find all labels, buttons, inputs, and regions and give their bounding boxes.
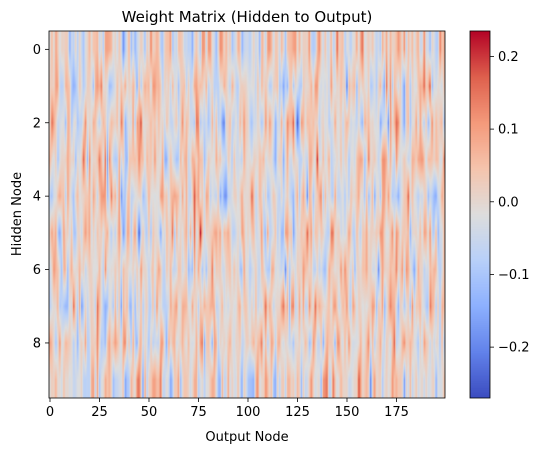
y-tick-label: 2: [33, 116, 41, 131]
colorbar-tick-label: 0.0: [498, 195, 519, 210]
x-axis-ticks: 0 25 50 75 100 125 150 175: [46, 398, 409, 420]
x-tick-label: 125: [285, 405, 310, 420]
colorbar-tick-label: −0.1: [498, 268, 530, 283]
x-axis-label: Output Node: [205, 430, 288, 445]
colorbar: 0.2 0.1 0.0 −0.1 −0.2: [469, 30, 530, 399]
colorbar-tick-label: 0.1: [498, 123, 519, 138]
x-tick-label: 0: [46, 405, 54, 420]
heatmap-plot-area: [48, 30, 446, 399]
y-axis-label: Hidden Node: [10, 172, 25, 256]
y-tick-label: 8: [33, 336, 41, 351]
heatmap-canvas: [49, 31, 445, 398]
x-tick-label: 75: [190, 405, 207, 420]
y-axis-ticks: 0 2 4 6 8: [33, 43, 49, 351]
x-tick-label: 175: [384, 405, 409, 420]
colorbar-ticks: 0.2 0.1 0.0 −0.1 −0.2: [490, 50, 530, 356]
y-tick-label: 6: [33, 263, 41, 278]
x-tick-label: 25: [91, 405, 108, 420]
chart-title: Weight Matrix (Hidden to Output): [122, 8, 373, 26]
plot-frame: [48, 30, 446, 399]
y-tick-label: 0: [33, 43, 41, 58]
colorbar-tick-label: 0.2: [498, 50, 519, 65]
x-tick-label: 100: [236, 405, 261, 420]
colorbar-tick-label: −0.2: [498, 341, 530, 356]
colorbar-gradient: [470, 31, 490, 398]
y-tick-label: 4: [33, 190, 41, 205]
colorbar-frame: [469, 30, 491, 399]
x-tick-label: 50: [141, 405, 158, 420]
x-tick-label: 150: [335, 405, 360, 420]
